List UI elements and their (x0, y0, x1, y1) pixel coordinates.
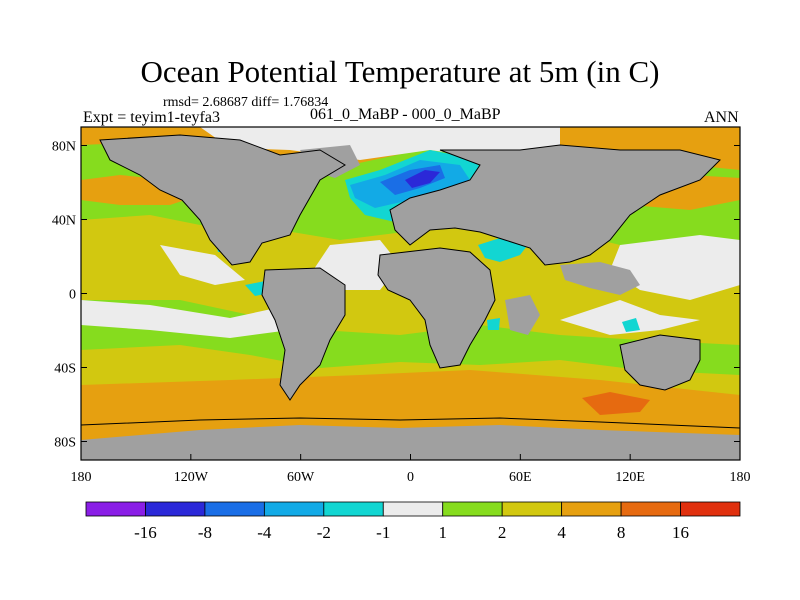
land-antarctica (81, 425, 740, 460)
season-label: ANN (704, 109, 739, 126)
colorbar-swatch (204, 501, 265, 517)
ocean-zone-neutral-equator (81, 300, 320, 338)
land-australia (620, 335, 700, 390)
ocean-zone-neutral-pacwest (160, 245, 245, 285)
colorbar-swatch (501, 501, 563, 517)
coastline-australia (619, 334, 701, 391)
ocean-zone-coldest-north (405, 170, 440, 188)
coastline-south-america (261, 267, 346, 401)
ocean-zone-neutral-westpac (610, 235, 740, 300)
colorbar-label: 2 (498, 523, 507, 542)
land-greenland (300, 145, 360, 178)
ocean-zone-cool-indian (487, 318, 500, 330)
colorbar-swatch (680, 501, 741, 517)
colorbar-swatch (145, 501, 206, 517)
x-tick-label: 0 (407, 470, 414, 485)
period-label: 061_0_MaBP - 000_0_MaBP (310, 106, 501, 123)
colorbar-swatch (561, 501, 622, 517)
coastline-antarctica (81, 417, 740, 429)
x-axis: 180 120W 60W 0 60E 120E 180 (71, 454, 751, 485)
y-tick-label: 80S (54, 436, 76, 451)
colorbar-label: 8 (617, 523, 626, 542)
colorbar-swatch (85, 501, 146, 517)
colorbar-swatch (382, 501, 444, 517)
colorbar-swatch (620, 501, 681, 517)
map-field (81, 127, 740, 460)
land-eurasia (390, 145, 720, 265)
x-tick-label: 180 (71, 470, 92, 485)
land-asia-se (560, 262, 640, 295)
coastline-north-america (99, 134, 346, 266)
colorbar-label: -16 (134, 523, 157, 542)
stats-label: rmsd= 2.68687 diff= 1.76834 (163, 95, 329, 110)
experiment-label: Expt = teyim1-teyfa3 (83, 109, 220, 126)
colorbar-swatch (442, 501, 503, 517)
land-north-america (100, 135, 345, 265)
x-tick-label: 120E (615, 470, 645, 485)
x-tick-label: 60E (509, 470, 532, 485)
x-tick-label: 120W (174, 470, 209, 485)
colorbar: -16 -8 -4 -2 -1 1 2 4 8 16 (85, 501, 741, 542)
ocean-zone-cool-wpac (622, 318, 640, 332)
x-tick-label: 60W (287, 470, 315, 485)
coastline-eurasia (389, 144, 721, 266)
colorbar-label: 16 (672, 523, 689, 542)
land-india (505, 295, 540, 335)
colorbar-label: -8 (198, 523, 212, 542)
colorbar-label: -2 (317, 523, 331, 542)
ocean-zone-neutral-southpac (560, 300, 700, 335)
y-axis: 80N 40N 0 40S 80S (52, 140, 740, 451)
colorbar-swatch (263, 501, 325, 517)
y-tick-label: 80N (52, 140, 76, 155)
ocean-zone-hot (582, 392, 650, 415)
land-africa (378, 248, 495, 368)
y-tick-label: 0 (69, 288, 76, 303)
colorbar-label: -4 (257, 523, 272, 542)
x-tick-label: 180 (730, 470, 751, 485)
coastlines (81, 134, 740, 429)
coastline-africa (377, 247, 496, 369)
map-title: Ocean Potential Temperature at 5m (in C) (140, 54, 660, 89)
y-tick-label: 40S (54, 362, 76, 377)
y-tick-label: 40N (52, 214, 76, 229)
colorbar-label: 4 (557, 523, 566, 542)
colorbar-label: -1 (376, 523, 390, 542)
colorbar-swatch (323, 501, 384, 517)
colorbar-label: 1 (438, 523, 447, 542)
